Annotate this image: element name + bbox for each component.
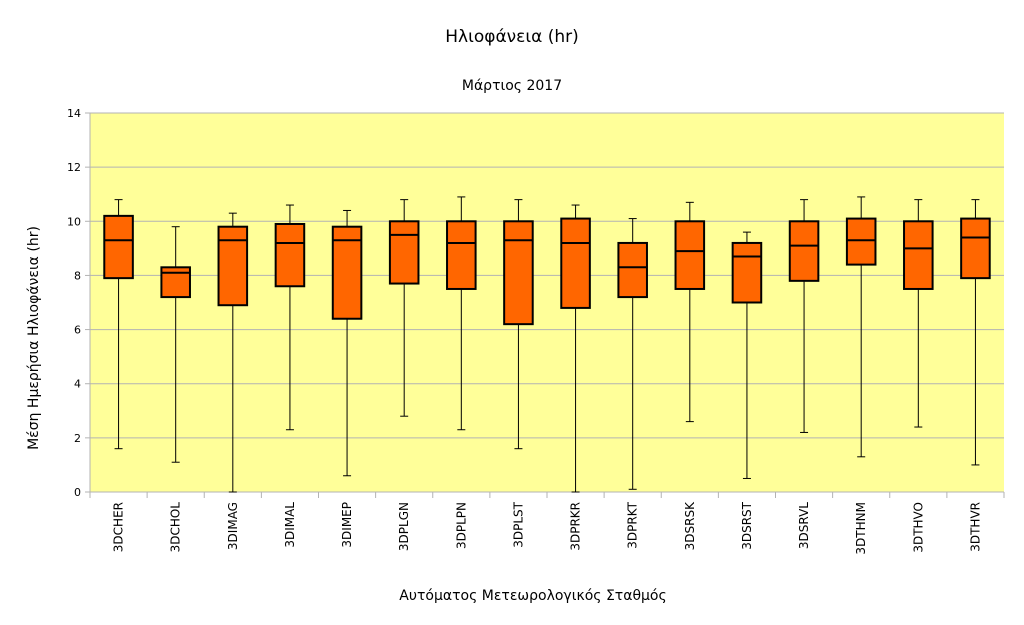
box-iqr bbox=[560, 217, 591, 309]
y-tick-label: 12 bbox=[67, 161, 81, 174]
x-tick-label: 3DCHER bbox=[112, 502, 126, 552]
box-3dsrsk bbox=[674, 201, 706, 423]
x-tick-label: 3DTHNM bbox=[854, 502, 868, 555]
chart-subtitle: Μάρτιος 2017 bbox=[462, 78, 562, 94]
y-tick-label: 14 bbox=[67, 107, 81, 120]
x-tick-label: 3DSRSK bbox=[683, 501, 697, 550]
box-3dplpn bbox=[446, 196, 477, 431]
x-tick-label: 3DTHVR bbox=[968, 502, 982, 552]
x-tick-label: 3DPRKR bbox=[569, 502, 583, 551]
x-tick-label: 3DSRST bbox=[740, 501, 754, 549]
box-3dimal bbox=[274, 204, 306, 431]
box-3dimag bbox=[217, 212, 249, 493]
box-3dprkr bbox=[560, 204, 591, 493]
box-3dsrvl bbox=[788, 199, 820, 433]
box-iqr bbox=[217, 225, 249, 307]
x-tick-label: 3DPLST bbox=[511, 501, 525, 547]
box-iqr bbox=[446, 220, 477, 290]
box-3dthnm bbox=[845, 196, 877, 458]
box-iqr bbox=[674, 220, 706, 290]
x-tick-label: 3DPLGN bbox=[397, 502, 411, 551]
x-axis-label: Αυτόματος Μετεωρολογικός Σταθμός bbox=[399, 588, 666, 604]
tick-labels: 0 2 4 6 8 10 12 14 3DCHER 3DCHOL 3DIMAG 3DIMAL 3DIME… bbox=[67, 107, 982, 555]
axes bbox=[85, 112, 1005, 498]
y-tick-label: 2 bbox=[74, 432, 81, 445]
y-tick-label: 6 bbox=[74, 324, 81, 337]
y-tick-label: 10 bbox=[67, 215, 81, 228]
box-3dcher bbox=[103, 199, 134, 450]
x-tick-label: 3DIMAL bbox=[283, 502, 297, 548]
y-axis-label: Μέση Ημερήσια Ηλιοφάνεια (hr) bbox=[26, 226, 42, 450]
y-tick-label: 8 bbox=[74, 269, 81, 282]
box-iqr bbox=[845, 217, 877, 266]
x-tick-label: 3DPLPN bbox=[454, 502, 468, 549]
x-tick-label: 3DIMAG bbox=[226, 502, 240, 550]
box-iqr bbox=[617, 241, 648, 299]
y-tick-label: 0 bbox=[74, 486, 81, 499]
box-3dthvr bbox=[960, 199, 991, 466]
box-iqr bbox=[331, 225, 363, 320]
chart-title: Ηλιοφάνεια (hr) bbox=[445, 27, 579, 47]
box-iqr bbox=[731, 241, 763, 304]
box-3dchol bbox=[160, 226, 191, 463]
x-tick-label: 3DCHOL bbox=[169, 502, 183, 553]
box-iqr bbox=[103, 214, 134, 280]
box-3dthvo bbox=[903, 199, 934, 428]
y-tick-label: 4 bbox=[74, 378, 81, 391]
box-3dsrst bbox=[731, 231, 763, 479]
x-tick-label: 3DIMEP bbox=[340, 502, 354, 548]
x-tick-label: 3DSRVL bbox=[797, 502, 811, 549]
box-iqr bbox=[274, 222, 306, 288]
box-3dplst bbox=[503, 199, 534, 450]
x-tick-label: 3DPRKT bbox=[626, 501, 640, 548]
box-3dimep bbox=[331, 209, 363, 477]
box-3dplgn bbox=[388, 199, 420, 417]
boxes bbox=[103, 196, 991, 493]
box-iqr bbox=[960, 217, 991, 280]
box-3dprkt bbox=[617, 218, 648, 490]
box-iqr bbox=[503, 220, 534, 326]
x-tick-label: 3DTHVO bbox=[911, 502, 925, 553]
box-iqr bbox=[903, 220, 934, 290]
box-iqr bbox=[388, 220, 420, 285]
box-iqr bbox=[788, 220, 820, 282]
